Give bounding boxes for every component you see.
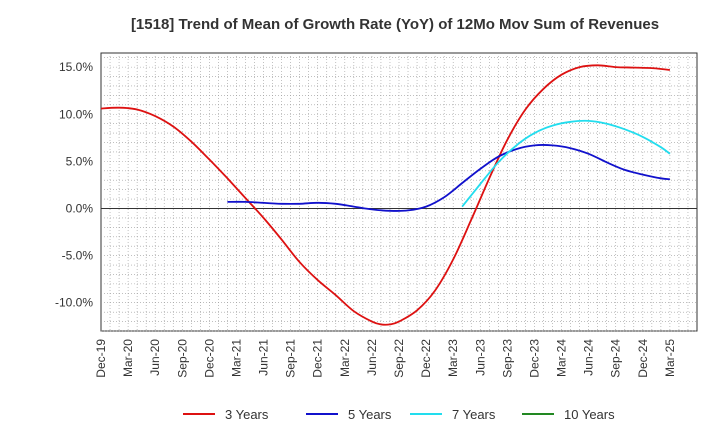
series-line-5-years — [227, 144, 671, 212]
x-tick-label: Dec-21 — [311, 339, 325, 378]
x-tick-label: Mar-20 — [121, 339, 135, 377]
x-tick-label: Sep-24 — [609, 339, 623, 378]
grid-lines — [101, 53, 697, 332]
y-tick-label: 0.0% — [66, 201, 94, 215]
legend: 3 Years 5 Years 7 Years 10 Years — [183, 407, 615, 422]
x-tick-label: Jun-22 — [365, 339, 379, 376]
x-tick-label: Jun-21 — [257, 339, 271, 376]
x-tick-label: Mar-24 — [555, 339, 569, 377]
legend-label-3-years: 3 Years — [225, 407, 269, 422]
chart-title: [1518] Trend of Mean of Growth Rate (YoY… — [131, 16, 659, 33]
y-tick-label: -10.0% — [55, 296, 93, 310]
series-lines — [100, 64, 671, 326]
x-tick-label: Jun-24 — [582, 339, 596, 376]
x-tick-label: Mar-22 — [338, 339, 352, 377]
x-tick-label: Dec-24 — [636, 339, 650, 378]
x-tick-label: Dec-23 — [527, 339, 541, 378]
legend-label-5-years: 5 Years — [348, 407, 392, 422]
legend-label-10-years: 10 Years — [564, 407, 615, 422]
y-tick-label: -5.0% — [62, 249, 94, 263]
x-tick-label: Dec-22 — [419, 339, 433, 378]
x-tick-label: Sep-20 — [175, 339, 189, 378]
legend-label-7-years: 7 Years — [452, 407, 496, 422]
x-tick-label: Dec-20 — [202, 339, 216, 378]
y-tick-label: 5.0% — [66, 154, 94, 168]
y-axis: 15.0% 10.0% 5.0% 0.0% -5.0% -10.0% — [55, 60, 93, 310]
x-tick-label: Jun-23 — [473, 339, 487, 376]
x-tick-label: Jun-20 — [148, 339, 162, 376]
x-tick-label: Mar-23 — [446, 339, 460, 377]
x-tick-label: Sep-22 — [392, 339, 406, 378]
x-axis: Dec-19 Mar-20 Jun-20 Sep-20 Dec-20 Mar-21 Jun-… — [94, 339, 677, 378]
y-tick-label: 10.0% — [59, 107, 93, 121]
x-tick-label: Dec-19 — [94, 339, 108, 378]
y-tick-label: 15.0% — [59, 60, 93, 74]
x-tick-label: Mar-25 — [663, 339, 677, 377]
series-line-3-years — [100, 64, 671, 326]
series-line-7-years — [461, 119, 671, 208]
x-tick-label: Sep-23 — [500, 339, 514, 378]
x-tick-label: Mar-21 — [229, 339, 243, 377]
x-tick-label: Sep-21 — [284, 339, 298, 378]
